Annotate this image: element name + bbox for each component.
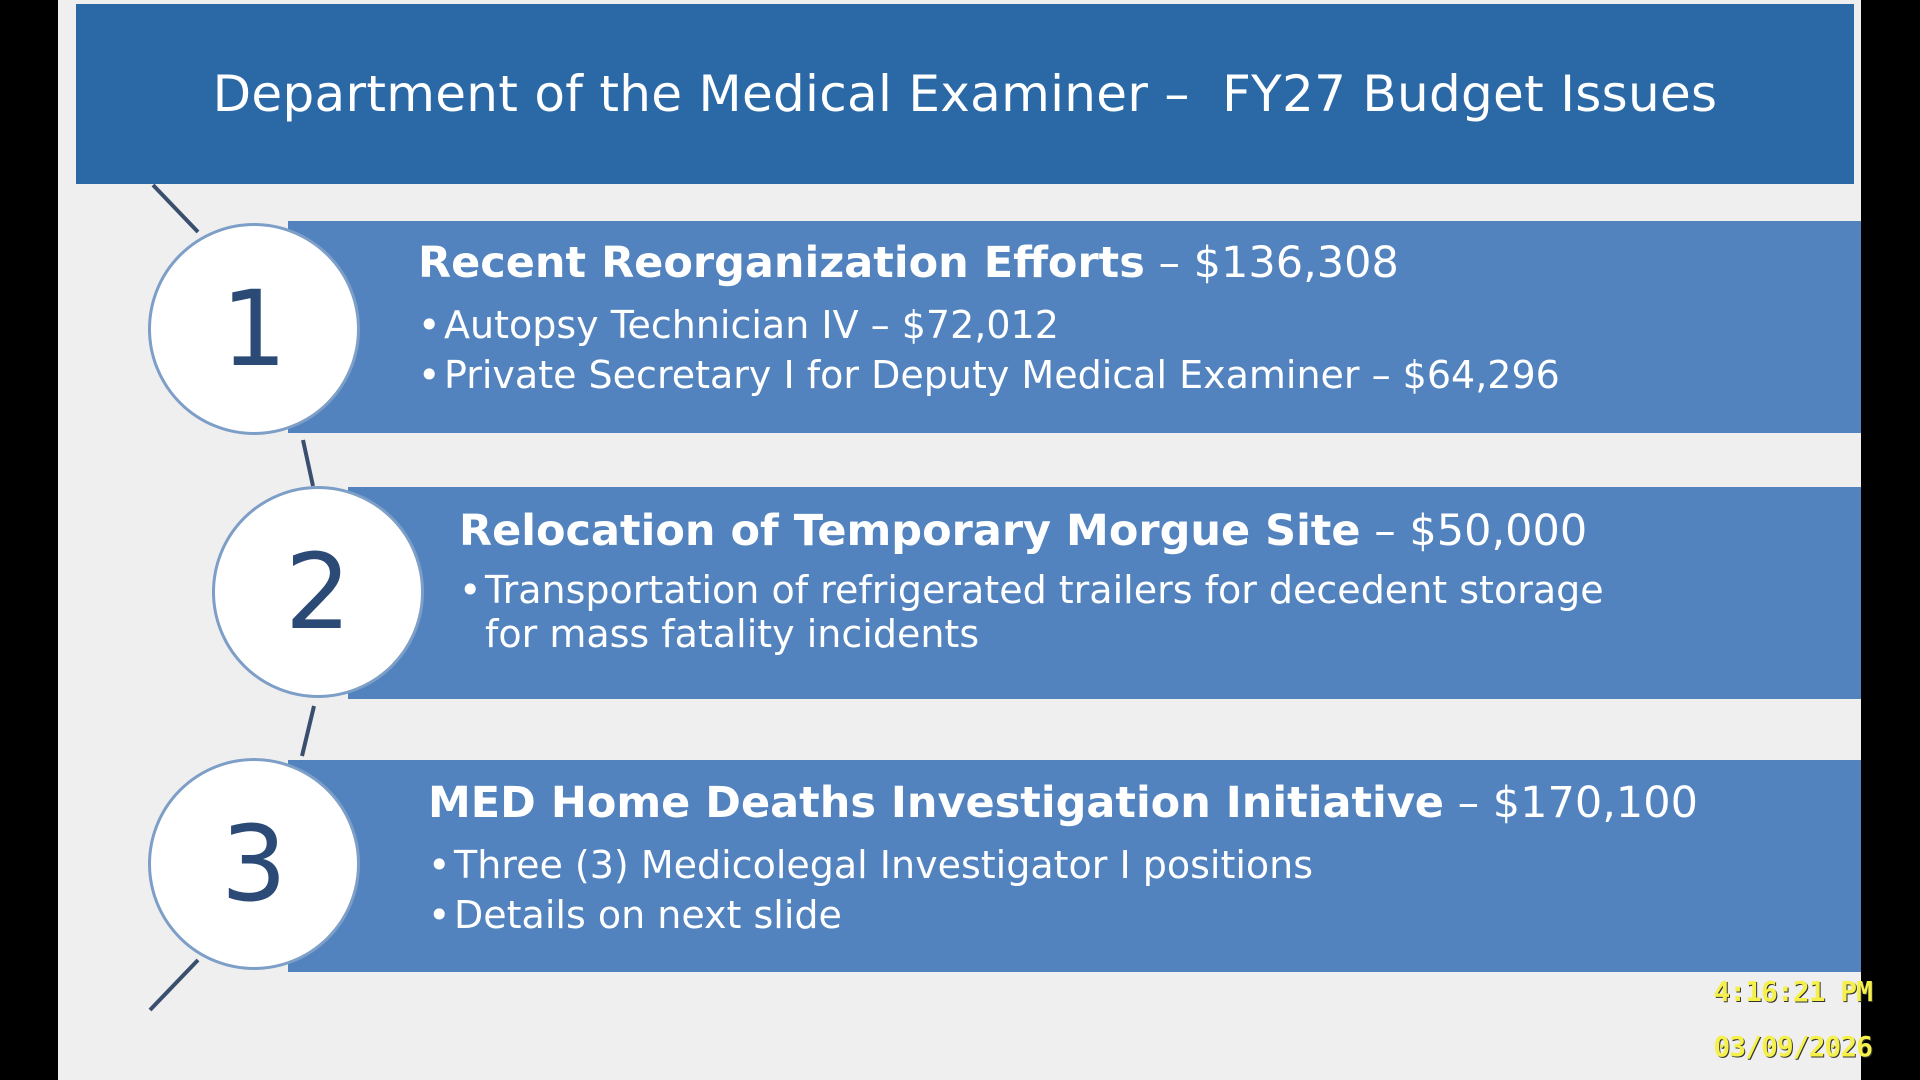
item-title-2: Relocation of Temporary Morgue Site bbox=[459, 506, 1361, 556]
item-content-2: Relocation of Temporary Morgue Site – $5… bbox=[459, 506, 1665, 656]
item-bullet: Transportation of refrigerated trailers … bbox=[459, 568, 1665, 656]
overlay-date: 03/09/2026 bbox=[1713, 1030, 1873, 1063]
item-content-3: MED Home Deaths Investigation Initiative… bbox=[428, 778, 1698, 940]
item-number-3: 3 bbox=[148, 758, 360, 970]
item-bullet: Three (3) Medicolegal Investigator I pos… bbox=[428, 840, 1698, 890]
item-amount-2: – $50,000 bbox=[1360, 506, 1588, 556]
item-heading-3: MED Home Deaths Investigation Initiative… bbox=[428, 778, 1698, 830]
item-number-2: 2 bbox=[212, 486, 424, 698]
item-number-1: 1 bbox=[148, 223, 360, 435]
item-title-1: Recent Reorganization Efforts bbox=[418, 238, 1145, 288]
slide-header: Department of the Medical Examiner – FY2… bbox=[76, 4, 1854, 184]
item-bullets-2: Transportation of refrigerated trailers … bbox=[459, 568, 1665, 656]
item-bullets-1: Autopsy Technician IV – $72,012 Private … bbox=[418, 300, 1560, 400]
item-amount-1: – $136,308 bbox=[1144, 238, 1399, 288]
item-bullet: Details on next slide bbox=[428, 890, 1698, 940]
item-heading-1: Recent Reorganization Efforts – $136,308 bbox=[418, 238, 1560, 290]
item-amount-3: – $170,100 bbox=[1443, 778, 1698, 828]
slide: Department of the Medical Examiner – FY2… bbox=[58, 0, 1861, 1080]
item-bullets-3: Three (3) Medicolegal Investigator I pos… bbox=[428, 840, 1698, 940]
item-content-1: Recent Reorganization Efforts – $136,308… bbox=[418, 238, 1560, 400]
item-bullet: Private Secretary I for Deputy Medical E… bbox=[418, 350, 1560, 400]
overlay-time: 4:16:21 PM bbox=[1713, 975, 1873, 1008]
item-bullet: Autopsy Technician IV – $72,012 bbox=[418, 300, 1560, 350]
item-heading-2: Relocation of Temporary Morgue Site – $5… bbox=[459, 506, 1665, 558]
item-title-3: MED Home Deaths Investigation Initiative bbox=[428, 778, 1444, 828]
timeline-connector bbox=[148, 183, 316, 1012]
slide-title: Department of the Medical Examiner – FY2… bbox=[212, 65, 1718, 123]
